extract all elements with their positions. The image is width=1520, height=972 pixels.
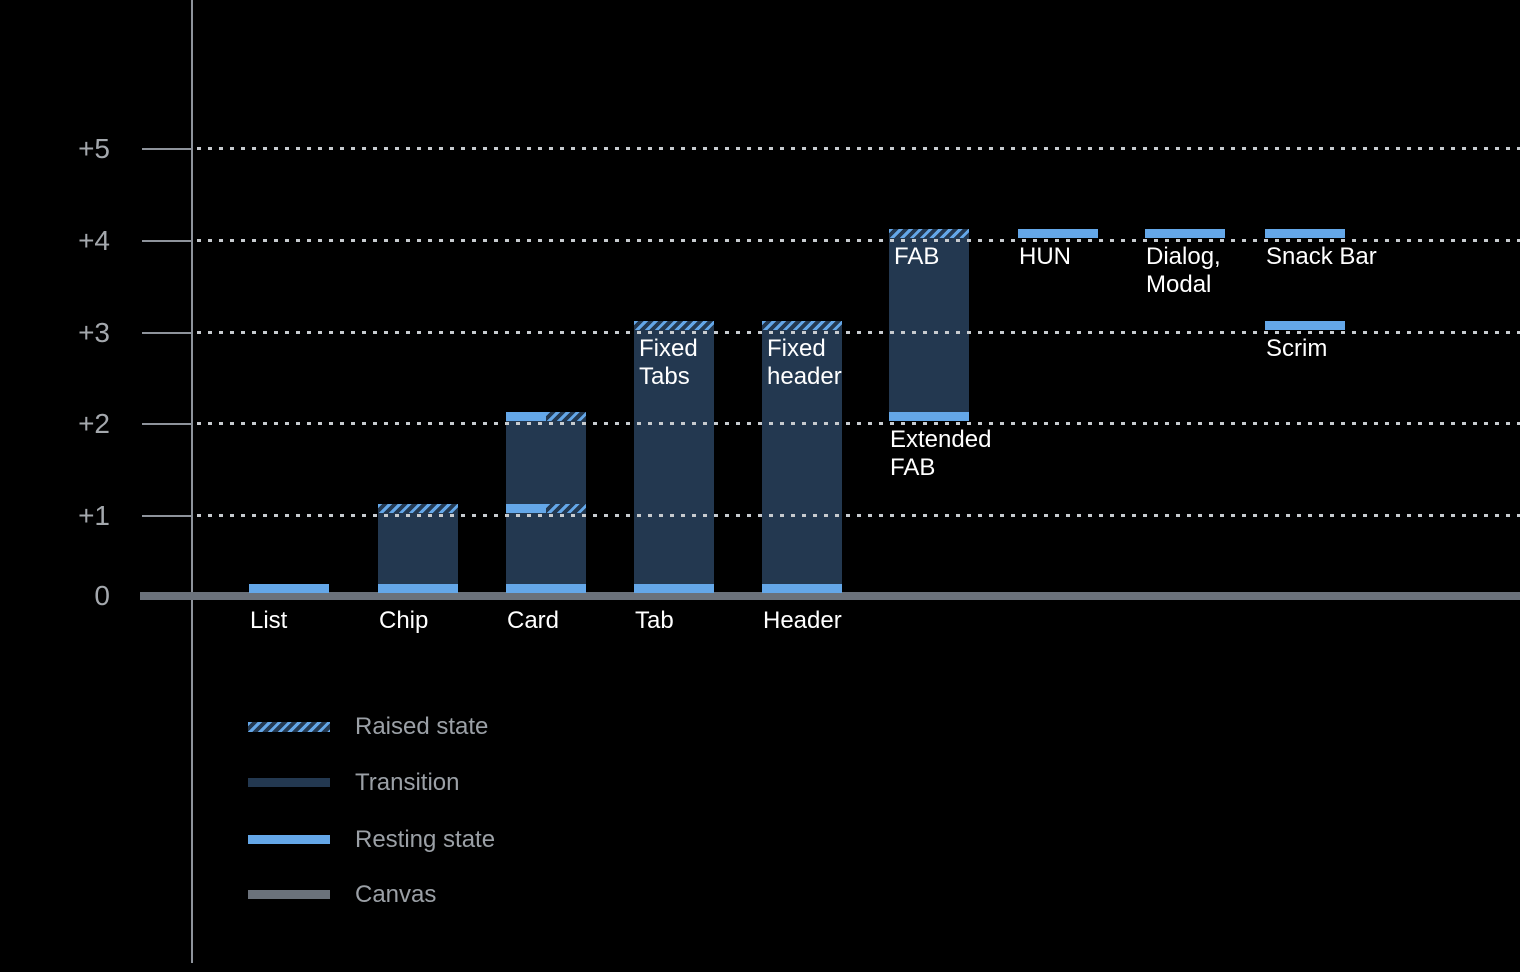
legend-label-raised: Raised state <box>355 713 489 740</box>
bar-fab-transition <box>889 238 969 412</box>
legend-swatch-raised <box>248 722 330 732</box>
bar-tab-resting-0 <box>634 584 714 593</box>
legend-label-canvas: Canvas <box>355 881 437 908</box>
y-tick-label-5: +5 <box>78 133 110 164</box>
bar-card-transition <box>506 513 586 584</box>
bar-list-resting-0 <box>249 584 329 593</box>
gridline-5 <box>197 147 1520 150</box>
y-tick-label-1: +1 <box>78 500 110 531</box>
bar-chip-raised-1 <box>378 504 458 513</box>
legend-label-transition: Transition <box>355 769 460 796</box>
bar-chip-transition <box>378 513 458 584</box>
bar-dialog-modal-resting-4 <box>1145 229 1225 238</box>
gridline-3 <box>197 331 1520 334</box>
below-label-hun: HUN <box>1019 243 1071 270</box>
below-label-snack-bar: Snack Bar <box>1266 243 1377 270</box>
below-label-dialog-modal: Dialog, Modal <box>1146 243 1221 298</box>
axis-label-header: Header <box>763 607 842 634</box>
inner-label-header: Fixed header <box>767 335 842 390</box>
bar-header-resting-0 <box>762 584 842 593</box>
gridline-1 <box>197 514 1520 517</box>
y-tick-4 <box>142 240 192 242</box>
axis-label-chip: Chip <box>379 607 429 634</box>
gridline-2 <box>197 422 1520 425</box>
bar-chip-resting-0 <box>378 584 458 593</box>
legend-swatch-transition <box>248 778 330 787</box>
bar-header-transition <box>762 330 842 584</box>
legend-label-resting: Resting state <box>355 826 496 853</box>
y-tick-label-4: +4 <box>78 225 110 256</box>
y-tick-label-3: +3 <box>78 317 110 348</box>
legend-swatch-resting <box>248 835 330 844</box>
axis-label-tab: Tab <box>635 607 674 634</box>
bar-card-transition <box>506 421 586 504</box>
bar-card-resting-1 <box>506 504 546 513</box>
bar-fab-resting-2 <box>889 412 969 421</box>
bar-card-resting-0 <box>506 584 586 593</box>
y-tick-label-0: 0 <box>94 580 110 611</box>
y-tick-2 <box>142 423 192 425</box>
bar-snack-bar-resting-4 <box>1265 229 1345 238</box>
bar-fab-raised-4 <box>889 229 969 238</box>
inner-label-tab: Fixed Tabs <box>639 335 698 390</box>
bar-tab-raised-3 <box>634 321 714 330</box>
below-label-scrim: Scrim <box>1266 335 1328 362</box>
bar-tab-transition <box>634 330 714 584</box>
legend-swatch-canvas <box>248 890 330 899</box>
bar-header-raised-3 <box>762 321 842 330</box>
y-axis-line <box>191 0 193 963</box>
y-tick-1 <box>142 515 192 517</box>
y-tick-label-2: +2 <box>78 408 110 439</box>
gridline-4 <box>197 239 1520 242</box>
below-label-fab: Extended FAB <box>890 426 992 481</box>
canvas-baseline <box>140 592 1520 600</box>
bar-hun-resting-4 <box>1018 229 1098 238</box>
axis-label-card: Card <box>507 607 560 634</box>
bar-card-raised-2 <box>546 412 586 421</box>
bar-card-raised-1 <box>546 504 586 513</box>
bar-scrim-resting-3 <box>1265 321 1345 330</box>
axis-label-list: List <box>250 607 288 634</box>
y-tick-5 <box>142 148 192 150</box>
inner-label-fab: FAB <box>894 243 940 270</box>
bar-card-resting-2 <box>506 412 546 421</box>
y-tick-3 <box>142 332 192 334</box>
